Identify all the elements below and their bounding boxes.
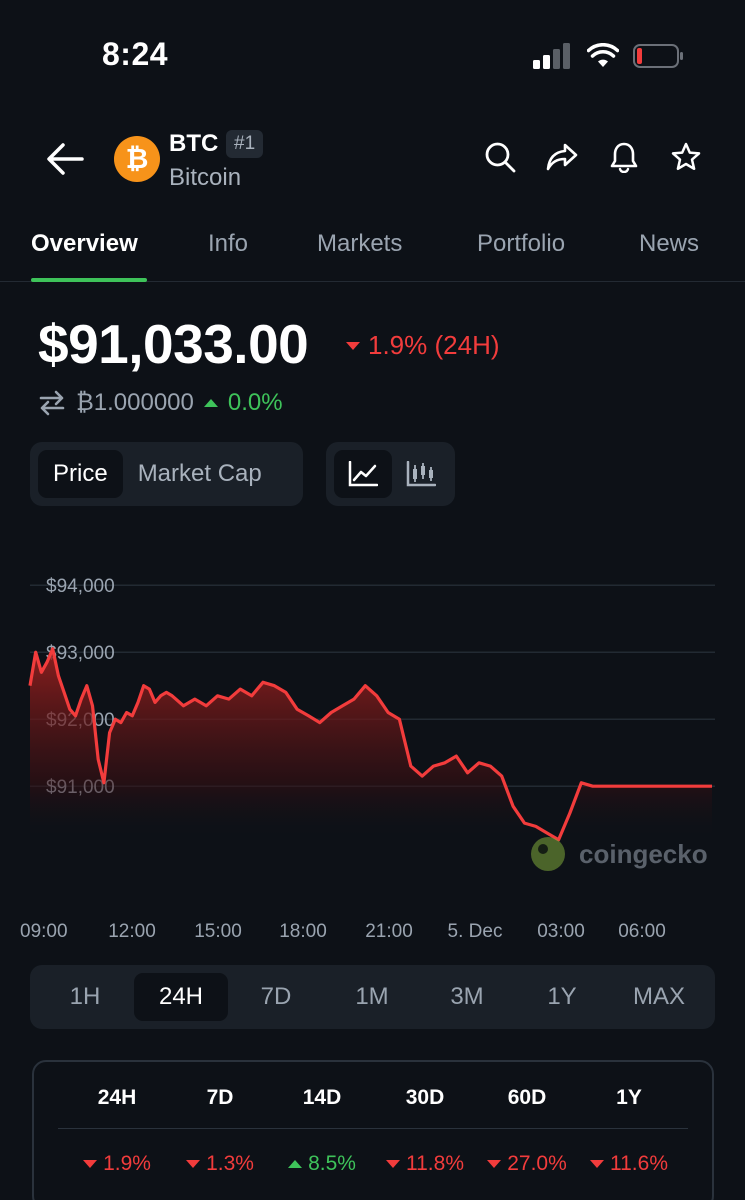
down-triangle-icon	[487, 1160, 502, 1168]
perf-header-30d: 30D	[405, 1086, 445, 1109]
perf-header-14d: 14D	[302, 1086, 342, 1109]
bell-icon	[610, 142, 638, 173]
tab-portfolio[interactable]: Portfolio	[477, 230, 566, 257]
down-triangle-icon	[590, 1160, 604, 1168]
price-chart[interactable]: $94,000$93,000$92,000$91,000 coingecko 0…	[0, 540, 745, 950]
perf-change-text: 8.5%	[308, 1152, 356, 1175]
perf-value-60d: 27.0%	[472, 1152, 582, 1176]
coin-tabs: Overview Info Markets Portfolio News	[0, 222, 745, 282]
svg-text:coingecko: coingecko	[579, 839, 708, 869]
x-tick-label: 06:00	[618, 921, 666, 942]
chart-type-toggle	[326, 442, 455, 506]
up-triangle-icon	[203, 399, 218, 407]
perf-change-text: 11.8%	[406, 1152, 464, 1175]
perf-value-7d: 1.3%	[165, 1152, 275, 1176]
status-icons	[533, 42, 685, 70]
search-button[interactable]	[483, 140, 517, 174]
tab-info[interactable]: Info	[208, 230, 249, 257]
range-max[interactable]: MAX	[632, 983, 685, 1010]
battery-low-icon	[633, 44, 683, 68]
back-button[interactable]	[44, 138, 86, 180]
tab-news[interactable]: News	[639, 230, 700, 257]
range-7d[interactable]: 7D	[260, 983, 292, 1010]
alert-button[interactable]	[607, 140, 641, 174]
down-triangle-icon	[386, 1160, 400, 1168]
bitcoin-logo-icon: ₿	[114, 136, 160, 182]
perf-change-text: 11.6%	[610, 1152, 668, 1175]
perf-value-14d: 8.5%	[267, 1152, 377, 1176]
perf-header-1y: 1Y	[616, 1086, 642, 1109]
cellular-signal-icon	[533, 43, 570, 69]
tab-overview[interactable]: Overview	[31, 230, 138, 257]
perf-value-1y: 11.6%	[574, 1152, 684, 1176]
down-triangle-icon	[83, 1160, 98, 1168]
coin-name: Bitcoin	[169, 164, 242, 191]
perf-header-60d: 60D	[507, 1086, 547, 1109]
x-tick-label: 21:00	[365, 921, 413, 942]
star-icon	[671, 142, 701, 171]
wifi-icon	[587, 43, 619, 67]
range-24h[interactable]: 24H	[134, 973, 228, 1021]
y-tick-label: $94,000	[46, 576, 115, 597]
candlestick-icon	[406, 461, 436, 487]
bitcoin-glyph: ₿	[125, 143, 149, 174]
perf-change-text: 1.3%	[206, 1152, 254, 1175]
up-triangle-icon	[288, 1160, 303, 1168]
rank-badge: #1	[226, 130, 264, 158]
down-triangle-icon	[186, 1160, 201, 1168]
status-time: 8:24	[102, 36, 169, 72]
coingecko-watermark: coingecko	[531, 837, 708, 871]
time-range-selector: 1H 24H 7D 1M 3M 1Y MAX	[30, 965, 715, 1029]
coin-header: ₿ BTC #1 Bitcoin	[0, 120, 745, 200]
btc-conversion-row: ₿1.000000 0.0%	[38, 388, 283, 418]
perf-value-30d: 11.8%	[370, 1152, 480, 1176]
x-tick-label: 18:00	[279, 921, 327, 942]
price-toggle[interactable]: Price	[38, 450, 123, 498]
perf-divider	[58, 1128, 688, 1129]
perf-header-7d: 7D	[206, 1086, 234, 1109]
range-1h[interactable]: 1H	[69, 983, 101, 1010]
x-tick-label: 15:00	[194, 921, 242, 942]
price-line	[28, 647, 712, 842]
candlestick-toggle[interactable]	[392, 450, 450, 498]
price-change-24h: 1.9% (24H)	[346, 330, 500, 361]
tab-markets[interactable]: Markets	[317, 230, 403, 257]
share-button[interactable]	[545, 140, 579, 174]
current-price: $91,033.00	[38, 313, 309, 375]
x-axis-labels: 09:00 12:00 15:00 18:00 21:00 5. Dec 03:00 06:0…	[20, 921, 666, 942]
btc-value: ₿1.000000	[76, 389, 194, 416]
chart-metric-toggle: Price Market Cap	[30, 442, 303, 506]
perf-header-24h: 24H	[97, 1086, 137, 1109]
perf-change-text: 1.9%	[103, 1152, 151, 1175]
market-cap-toggle[interactable]: Market Cap	[137, 460, 262, 487]
search-icon	[485, 142, 516, 173]
favorite-button[interactable]	[669, 140, 703, 174]
x-tick-label: 5. Dec	[448, 921, 503, 942]
range-1m[interactable]: 1M	[355, 983, 389, 1010]
coin-symbol: BTC	[169, 130, 219, 157]
status-bar: 8:24	[0, 0, 745, 110]
x-tick-label: 03:00	[537, 921, 585, 942]
range-3m[interactable]: 3M	[450, 983, 484, 1010]
perf-change-text: 27.0%	[507, 1152, 567, 1175]
header-actions	[483, 140, 703, 174]
x-tick-label: 09:00	[20, 921, 68, 942]
down-triangle-icon	[346, 341, 360, 350]
performance-table: 24H 7D 14D 30D 60D 1Y 1.9% 1.3% 8.5% 11.…	[32, 1060, 714, 1200]
line-chart-icon	[348, 461, 378, 487]
price-change-value: 1.9% (24H)	[368, 330, 500, 360]
back-arrow-icon	[47, 143, 84, 175]
line-chart-toggle[interactable]	[334, 450, 392, 498]
btc-change: 0.0%	[227, 389, 283, 416]
y-tick-label: $93,000	[46, 643, 115, 664]
active-tab-indicator	[31, 278, 147, 282]
price-area	[30, 648, 712, 840]
x-tick-label: 12:00	[108, 921, 156, 942]
share-icon	[546, 143, 578, 171]
range-1y[interactable]: 1Y	[547, 983, 577, 1010]
perf-value-24h: 1.9%	[62, 1152, 172, 1176]
swap-arrows-icon	[39, 390, 65, 416]
